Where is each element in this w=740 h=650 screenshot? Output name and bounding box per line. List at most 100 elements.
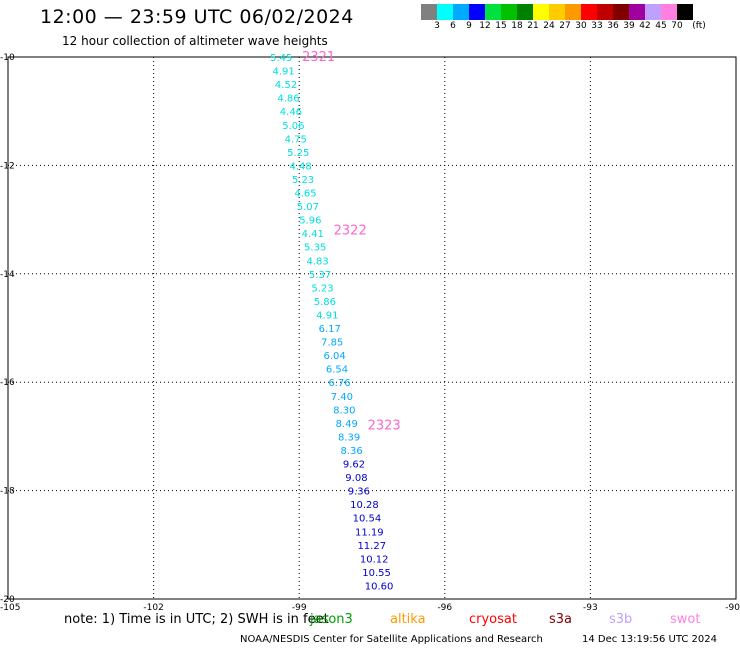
wave-height-value: 7.40 [331,392,353,403]
wave-height-value: 5.23 [311,283,333,294]
color-swatch [469,4,485,20]
map-subtitle: 12 hour collection of altimeter wave hei… [62,34,328,48]
color-legend-label: 18 [511,21,523,31]
color-swatch [549,4,565,20]
color-legend-label: 21 [527,21,539,31]
sat-legend-cryosat: cryosat [469,612,517,627]
wave-height-value: 4.52 [275,80,297,91]
color-swatch [501,4,517,20]
color-legend-label: 3 [434,21,440,31]
color-swatch [517,4,533,20]
lat-tick-label: -12 [0,161,15,171]
color-legend-label: 70 [671,21,683,31]
color-legend-label: 42 [639,21,651,31]
color-legend-label: 30 [575,21,587,31]
lat-tick-label: -10 [0,53,15,63]
sat-legend-s3a: s3a [549,612,573,627]
color-swatch [629,4,645,20]
color-legend-label: 9 [466,21,472,31]
wave-height-value: 4.83 [306,256,328,267]
wave-height-value: 8.36 [340,446,362,457]
wave-height-value: 4.41 [302,229,324,240]
map-title: 12:00 — 23:59 UTC 06/02/2024 [40,6,354,28]
color-swatch [565,4,581,20]
wave-height-value: 9.62 [343,460,365,471]
note-text: note: 1) Time is in UTC; 2) SWH is in fe… [64,612,329,627]
lat-tick-label: -18 [0,487,15,497]
wave-height-value: 4.91 [273,67,295,78]
color-legend-label: 45 [655,21,667,31]
color-legend-label: 39 [623,21,635,31]
wave-height-value: 6.04 [323,351,345,362]
lon-tick-label: -99 [292,603,307,613]
wave-height-value: 4.65 [294,189,316,200]
wave-height-value: 4.48 [289,161,311,172]
color-swatch [597,4,613,20]
color-swatch [533,4,549,20]
wave-height-value: 5.07 [297,202,319,213]
wave-height-value: 5.96 [299,216,321,227]
wave-height-value: 4.75 [285,134,307,145]
wave-height-value: 7.85 [321,338,343,349]
color-swatch [581,4,597,20]
lon-tick-label: -96 [437,603,452,613]
wave-height-value: 10.28 [350,500,379,511]
wave-height-value: 5.45 [270,53,292,64]
footer-timestamp: 14 Dec 13:19:56 UTC 2024 [582,634,717,645]
wave-height-value: 4.46 [280,107,302,118]
wave-height-value: 8.30 [333,405,355,416]
color-swatch [437,4,453,20]
wave-height-value: 5.25 [287,148,309,159]
color-swatch [677,4,693,20]
color-swatch [453,4,469,20]
lon-tick-label: -102 [143,603,163,613]
color-legend-label: 24 [543,21,555,31]
color-swatch [485,4,501,20]
lat-tick-label: -14 [0,270,15,280]
wave-height-value: 5.35 [304,243,326,254]
wave-height-value: 5.23 [292,175,314,186]
lat-tick-label: -16 [0,378,15,388]
color-swatch [421,4,437,20]
color-legend-bar [421,4,693,20]
lon-tick-label: -105 [0,603,20,613]
sat-legend-swot: swot [670,612,701,627]
color-legend-label: 36 [607,21,619,31]
wave-height-value: 8.49 [336,419,358,430]
lon-tick-label: -93 [583,603,598,613]
wave-height-value: 10.60 [365,581,394,592]
wave-height-value: 8.39 [338,432,360,443]
wave-height-value: 4.86 [277,94,299,105]
sat-legend-altika: altika [390,612,426,627]
note-row: note: 1) Time is in UTC; 2) SWH is in fe… [0,612,740,630]
sat-legend-s3b: s3b [609,612,633,627]
wave-height-value: 5.37 [309,270,331,281]
footer-credit: NOAA/NESDIS Center for Satellite Applica… [240,634,543,645]
lat-tick-label: -20 [0,595,15,605]
wave-height-value: 10.54 [353,514,382,525]
lon-tick-label: -90 [725,603,740,613]
color-legend-label: 15 [495,21,507,31]
pass-number-label: 2322 [334,223,367,238]
color-legend-unit: (ft) [692,21,706,31]
wave-height-value: 9.36 [348,487,370,498]
wave-height-value: 6.17 [319,324,341,335]
sat-legend-jason3: jason3 [310,612,353,627]
color-swatch [645,4,661,20]
wave-height-value: 11.19 [355,527,384,538]
color-swatch [613,4,629,20]
color-swatch [661,4,677,20]
wave-height-value: 5.06 [282,121,304,132]
pass-number-label: 2323 [368,419,401,434]
wave-height-value: 6.54 [326,365,348,376]
pass-number-label: 2321 [302,50,335,65]
wave-height-value: 5.86 [314,297,336,308]
color-legend-label: 27 [559,21,571,31]
wave-height-value: 9.08 [345,473,367,484]
color-legend-label: 33 [591,21,603,31]
wave-height-value: 11.27 [357,541,386,552]
wave-height-value: 4.91 [316,310,338,321]
wave-height-value: 10.55 [362,568,391,579]
color-legend-label: 6 [450,21,456,31]
